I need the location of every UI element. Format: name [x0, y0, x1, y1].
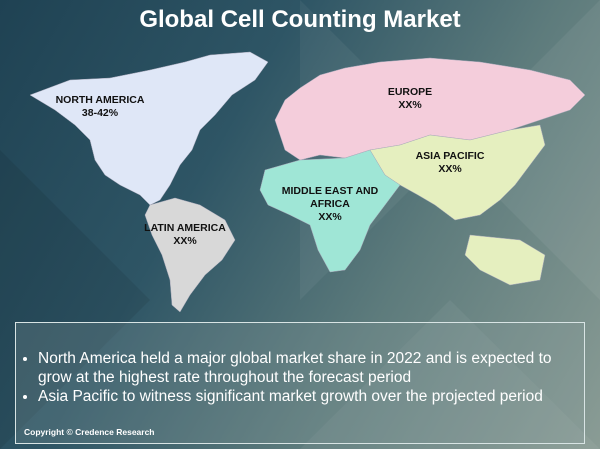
label-middle-east-africa: MIDDLE EAST AND AFRICA XX%: [275, 185, 385, 224]
region-name: EUROPE: [387, 86, 433, 98]
region-name: ASIA PACIFIC: [415, 150, 485, 162]
region-north-america: [29, 51, 269, 206]
region-value: XX%: [398, 99, 422, 111]
region-name: MIDDLE EAST AND AFRICA: [281, 185, 379, 210]
bullet-item: North America held a major global market…: [38, 349, 583, 387]
region-europe: [274, 57, 586, 161]
label-latin-america: LATIN AMERICA XX%: [130, 222, 240, 248]
region-asia-pacific: [369, 124, 546, 286]
region-name: LATIN AMERICA: [144, 222, 226, 234]
label-asia-pacific: ASIA PACIFIC XX%: [400, 150, 500, 176]
label-europe: EUROPE XX%: [365, 86, 455, 112]
bullet-list: North America held a major global market…: [24, 349, 583, 406]
region-latin-america: [144, 197, 236, 313]
world-map: [29, 51, 586, 313]
region-name: NORTH AMERICA: [55, 94, 145, 106]
summary-box: North America held a major global market…: [15, 322, 585, 444]
region-value: XX%: [173, 235, 197, 247]
region-value: XX%: [318, 211, 342, 223]
region-middle-east-africa: [259, 149, 401, 273]
copyright: Copyright © Credence Research: [24, 427, 155, 437]
region-value: XX%: [438, 163, 462, 175]
region-value: 38-42%: [81, 107, 119, 119]
label-north-america: NORTH AMERICA 38-42%: [45, 94, 155, 120]
page-title: Global Cell Counting Market: [139, 6, 461, 33]
bullet-item: Asia Pacific to witness significant mark…: [38, 387, 583, 406]
